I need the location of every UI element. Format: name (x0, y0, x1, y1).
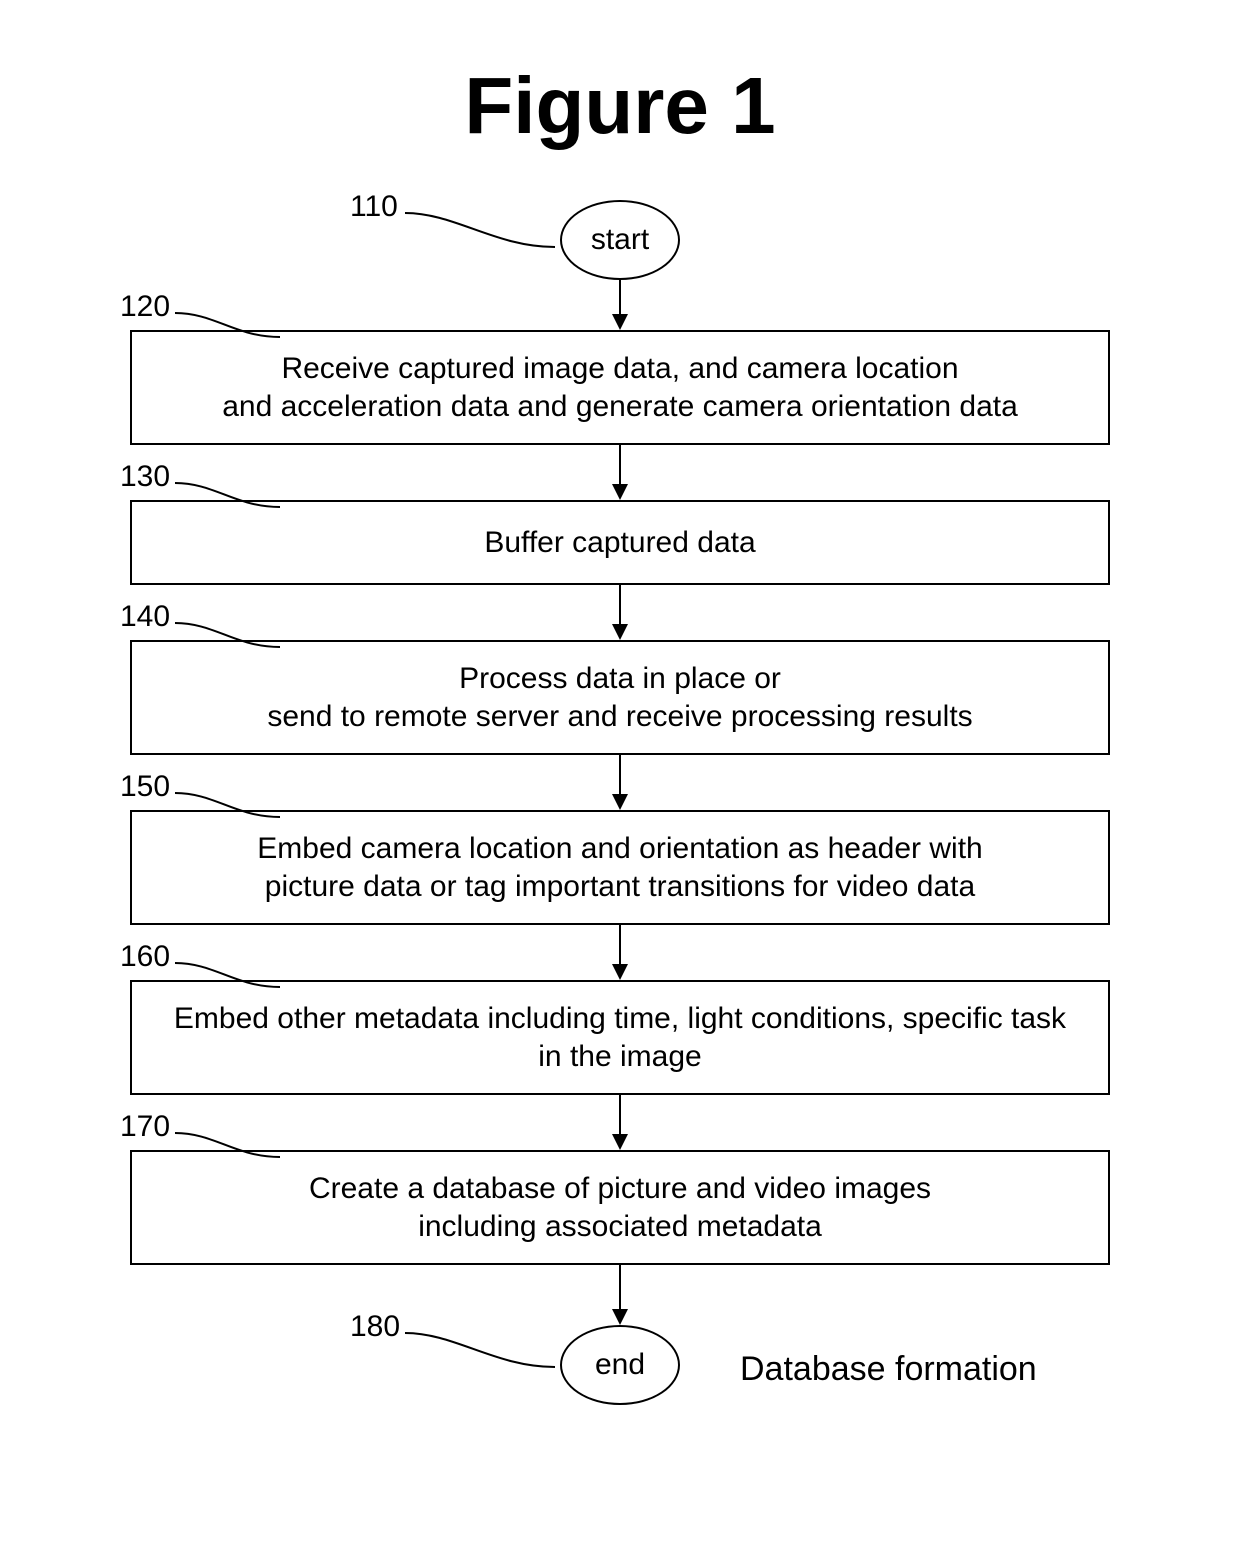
ref-140: 140 (120, 600, 170, 634)
proc-140: Process data in place orsend to remote s… (130, 640, 1110, 755)
lead-start (405, 205, 565, 255)
proc-140-text: Process data in place orsend to remote s… (267, 660, 972, 735)
proc-130-text: Buffer captured data (484, 524, 755, 562)
terminal-start: start (560, 200, 680, 280)
ref-start: 110 (350, 190, 398, 224)
terminal-end: end (560, 1325, 680, 1405)
proc-160: Embed other metadata including time, lig… (130, 980, 1110, 1095)
ref-160: 160 (120, 940, 170, 974)
proc-160-text: Embed other metadata including time, lig… (174, 1000, 1066, 1075)
lead-end (405, 1325, 565, 1375)
terminal-end-label: end (595, 1348, 645, 1382)
ref-end: 180 (350, 1310, 400, 1344)
proc-170: Create a database of picture and video i… (130, 1150, 1110, 1265)
ref-120: 120 (120, 290, 170, 324)
proc-120-text: Receive captured image data, and camera … (222, 350, 1018, 425)
figure-title: Figure 1 (464, 60, 775, 152)
ref-130: 130 (120, 460, 170, 494)
ref-150: 150 (120, 770, 170, 804)
terminal-start-label: start (591, 223, 649, 257)
proc-120: Receive captured image data, and camera … (130, 330, 1110, 445)
figure-caption: Database formation (740, 1350, 1037, 1389)
proc-150-text: Embed camera location and orientation as… (257, 830, 982, 905)
proc-130: Buffer captured data (130, 500, 1110, 585)
proc-150: Embed camera location and orientation as… (130, 810, 1110, 925)
ref-170: 170 (120, 1110, 170, 1144)
proc-170-text: Create a database of picture and video i… (309, 1170, 931, 1245)
